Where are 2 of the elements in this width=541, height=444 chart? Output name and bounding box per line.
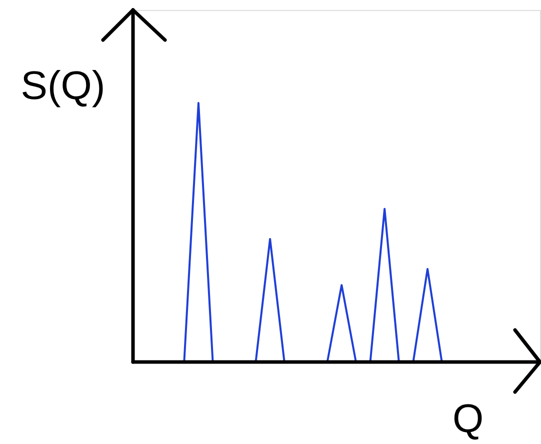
x-axis-title: Q	[452, 397, 484, 441]
y-axis-title: S(Q)	[20, 64, 106, 108]
